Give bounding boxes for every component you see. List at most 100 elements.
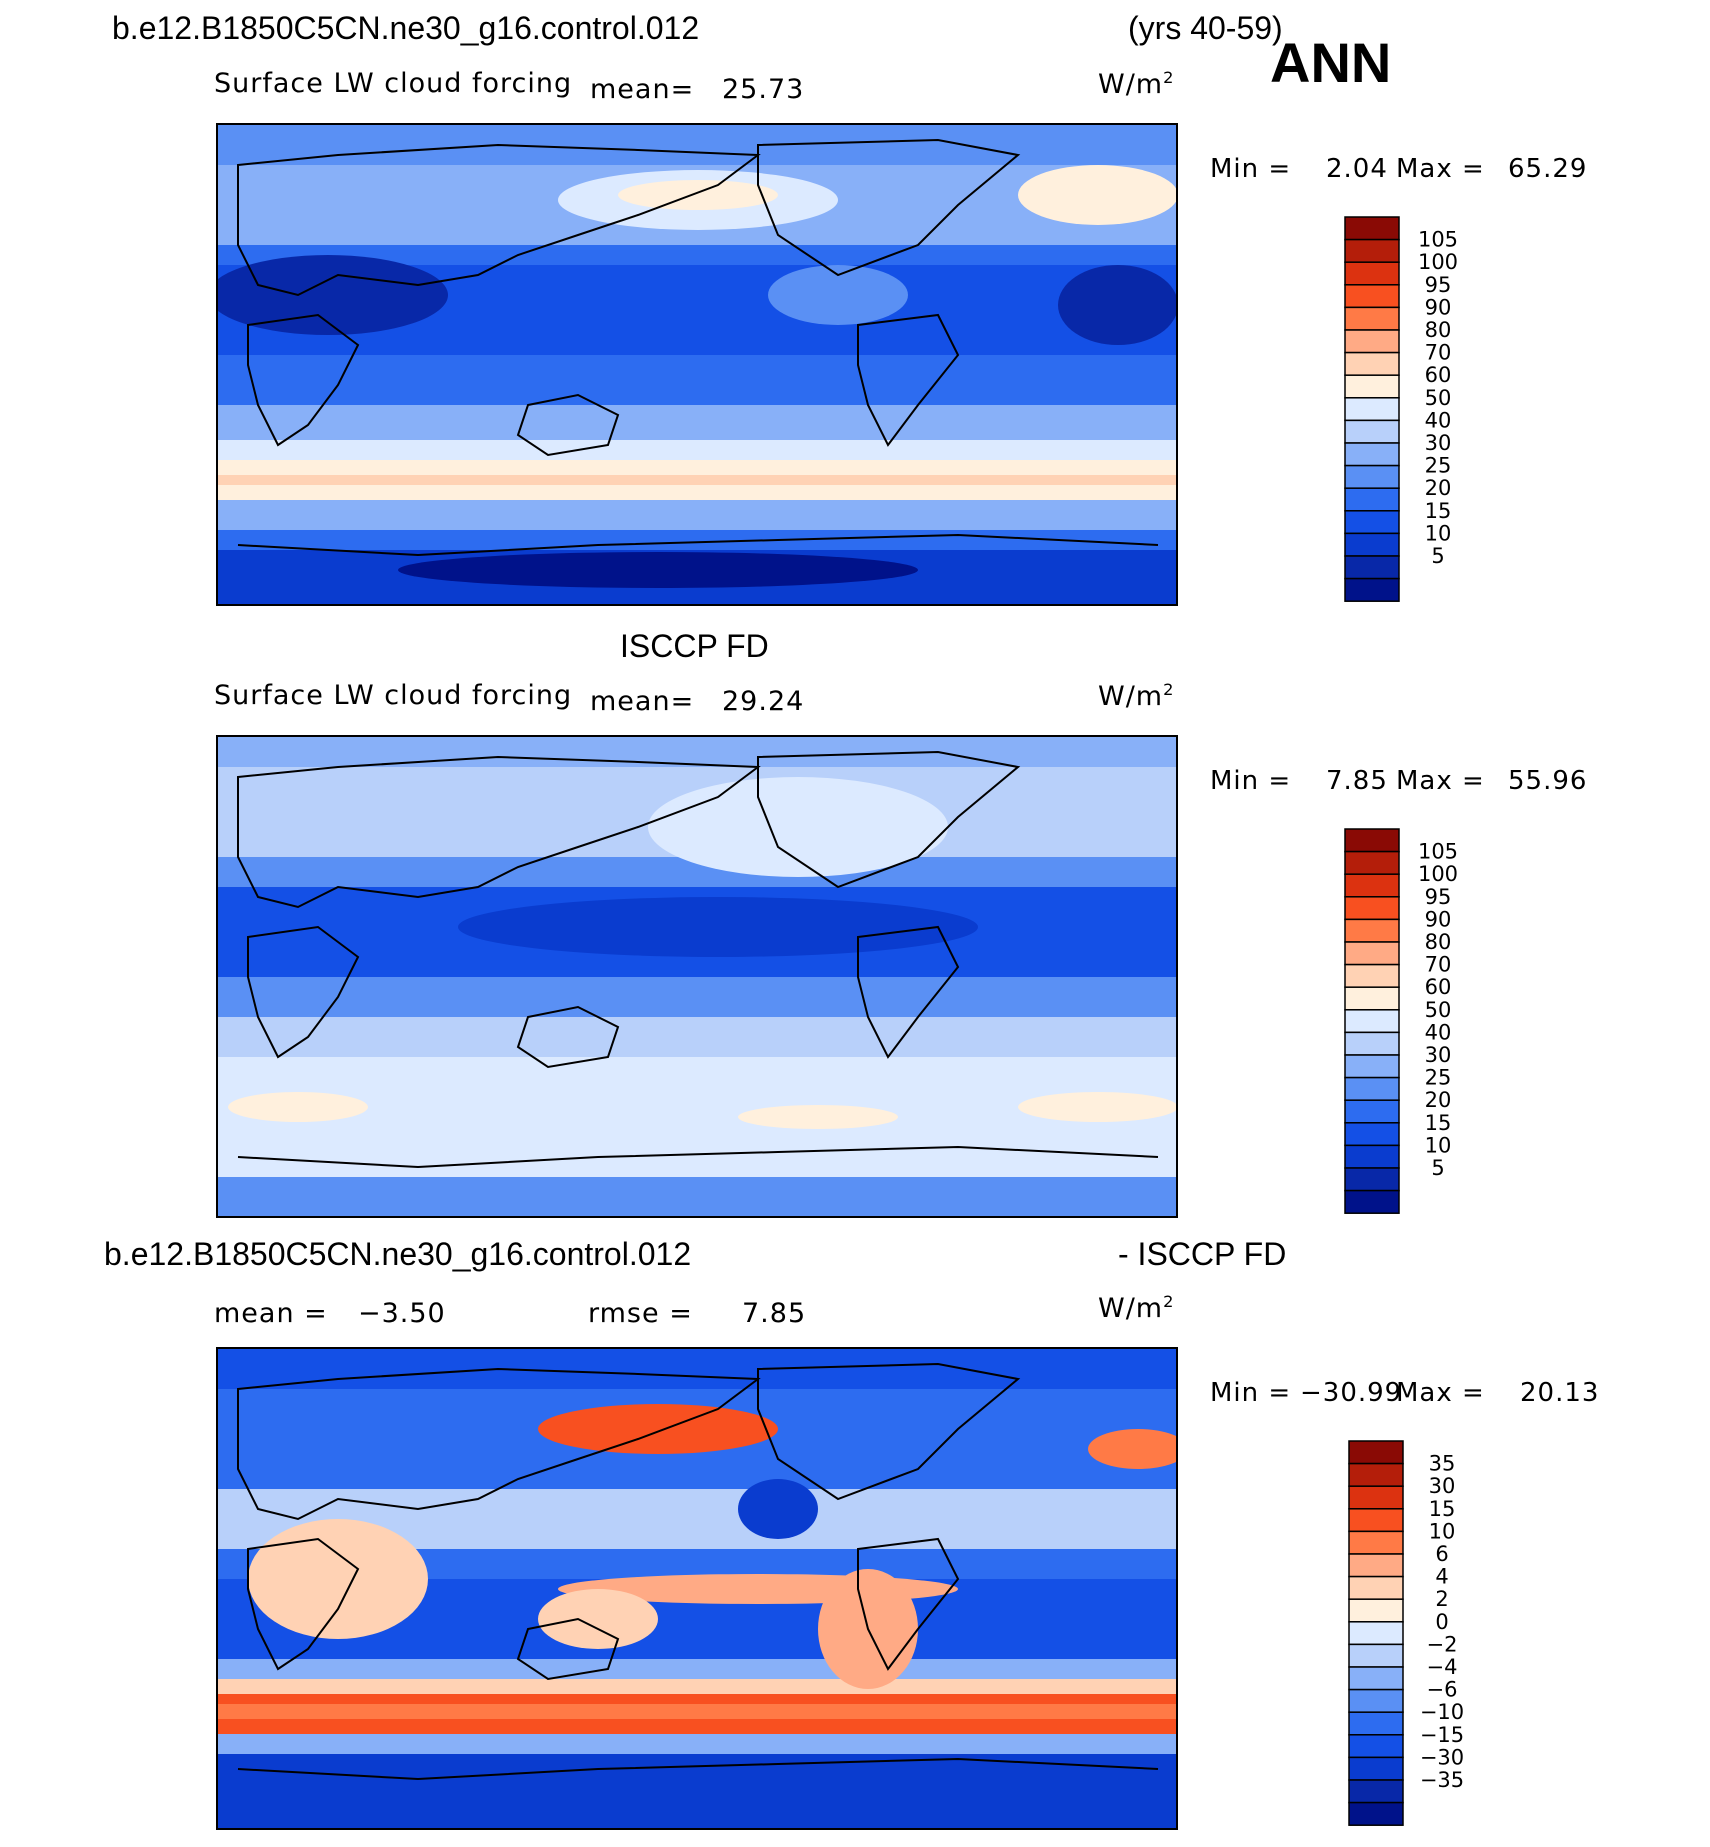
panel3-max-label: Max = (1396, 1378, 1485, 1408)
years-label: (yrs 40-59) (1128, 10, 1283, 46)
colorbar-box (1348, 1711, 1404, 1736)
panel1-max-label: Max = (1396, 154, 1485, 184)
colorbar-box (1344, 1189, 1400, 1214)
colorbar-box (1344, 1144, 1400, 1169)
panel2-title: ISCCP FD (620, 628, 769, 664)
colorbar-level-label: 50 (1425, 386, 1452, 410)
colorbar-box (1348, 1756, 1404, 1781)
panel1-units: W/m2 (1098, 68, 1175, 100)
colorbar-level-label: 10 (1425, 1133, 1452, 1157)
colorbar-box (1344, 918, 1400, 943)
panel1-colorbar: 105 100 95 90 80 70 60 50 40 30 25 20 15 10 5 (1344, 216, 1504, 605)
colorbar-box (1344, 555, 1400, 580)
colorbar-box (1348, 1801, 1404, 1826)
colorbar-box (1344, 351, 1400, 376)
panel1-subtitle: Surface LW cloud forcing (214, 68, 573, 99)
panel2-max-label: Max = (1396, 766, 1485, 796)
panel2-mean-label: mean= (590, 686, 695, 717)
colorbar-box (1348, 1643, 1404, 1668)
colorbar-level-label: 5 (1431, 1156, 1444, 1180)
colorbar-level-label: 40 (1425, 408, 1452, 432)
panel3-rmse-value: 7.85 (742, 1298, 807, 1329)
colorbar-level-label: 25 (1425, 454, 1452, 478)
colorbar-box (1344, 532, 1400, 557)
colorbar-box (1344, 1009, 1400, 1034)
colorbar-level-label: 80 (1425, 930, 1452, 954)
panel3-mean-label: mean = (214, 1298, 328, 1329)
colorbar-box (1348, 1485, 1404, 1510)
panel2-min-label: Min = (1210, 766, 1292, 796)
colorbar-level-label: 80 (1425, 318, 1452, 342)
colorbar-box (1344, 1031, 1400, 1056)
colorbar-level-label: 10 (1429, 1519, 1456, 1543)
colorbar-box (1344, 510, 1400, 535)
colorbar-level-label: −35 (1420, 1768, 1464, 1792)
colorbar-box (1344, 986, 1400, 1011)
colorbar-level-label: −6 (1427, 1678, 1458, 1702)
panel3-title-right: - ISCCP FD (1118, 1236, 1287, 1272)
panel2-mean-value: 29.24 (722, 686, 805, 717)
panel2-map (216, 735, 1178, 1218)
colorbar-level-label: 70 (1425, 341, 1452, 365)
panel2-colorbar: 105 100 95 90 80 70 60 50 40 30 25 20 15 10 5 (1344, 828, 1504, 1217)
colorbar-box (1344, 1076, 1400, 1101)
colorbar-level-label: 6 (1435, 1542, 1448, 1566)
colorbar-box (1344, 397, 1400, 422)
colorbar-level-label: 105 (1418, 840, 1458, 864)
colorbar-box (1344, 873, 1400, 898)
case-name-title: b.e12.B1850C5CN.ne30_g16.control.012 (112, 10, 700, 46)
colorbar-level-label: 95 (1425, 273, 1452, 297)
colorbar-box (1348, 1598, 1404, 1623)
colorbar-box (1348, 1734, 1404, 1759)
panel3-field (218, 1349, 1176, 1828)
colorbar-box (1348, 1462, 1404, 1487)
season-label: ANN (1270, 31, 1392, 94)
colorbar-box (1344, 963, 1400, 988)
colorbar-level-label: 40 (1425, 1020, 1452, 1044)
panel2-subtitle: Surface LW cloud forcing (214, 680, 573, 711)
panel3-map (216, 1347, 1178, 1830)
colorbar-box (1348, 1621, 1404, 1646)
colorbar-box (1348, 1530, 1404, 1555)
colorbar-box (1348, 1575, 1404, 1600)
panel1-field (218, 125, 1176, 604)
colorbar-box (1344, 284, 1400, 309)
colorbar-level-label: 100 (1418, 862, 1458, 886)
colorbar-box (1344, 1054, 1400, 1079)
colorbar-level-label: 4 (1435, 1565, 1448, 1589)
colorbar-level-label: 20 (1425, 476, 1452, 500)
colorbar-level-label: 35 (1429, 1452, 1456, 1476)
panel1-max-value: 65.29 (1508, 154, 1588, 184)
colorbar-level-label: 30 (1425, 431, 1452, 455)
panel1-map (216, 123, 1178, 606)
panel3-max-value: 20.13 (1520, 1378, 1600, 1408)
panel3-mean-value: −3.50 (358, 1298, 446, 1329)
colorbar-box (1348, 1553, 1404, 1578)
panel3-min-label: Min = (1210, 1378, 1292, 1408)
panel2-field (218, 737, 1176, 1216)
colorbar-box (1348, 1688, 1404, 1713)
colorbar-box (1344, 419, 1400, 444)
colorbar-level-label: 30 (1429, 1474, 1456, 1498)
colorbar-level-label: 30 (1425, 1043, 1452, 1067)
colorbar-level-label: 2 (1435, 1587, 1448, 1611)
colorbar-level-label: 20 (1425, 1088, 1452, 1112)
colorbar-box (1344, 442, 1400, 467)
colorbar-level-label: 5 (1431, 544, 1444, 568)
colorbar-level-label: 60 (1425, 363, 1452, 387)
colorbar-box (1344, 850, 1400, 875)
panel2-max-value: 55.96 (1508, 766, 1588, 796)
colorbar-box (1344, 238, 1400, 263)
colorbar-level-label: −2 (1427, 1632, 1458, 1656)
colorbar-level-label: 95 (1425, 885, 1452, 909)
colorbar-box (1344, 487, 1400, 512)
colorbar-box (1344, 216, 1400, 241)
colorbar-level-label: −15 (1420, 1723, 1464, 1747)
colorbar-level-label: 25 (1425, 1066, 1452, 1090)
colorbar-box (1344, 941, 1400, 966)
colorbar-box (1344, 374, 1400, 399)
panel3-rmse-label: rmse = (588, 1298, 693, 1329)
colorbar-box (1344, 896, 1400, 921)
